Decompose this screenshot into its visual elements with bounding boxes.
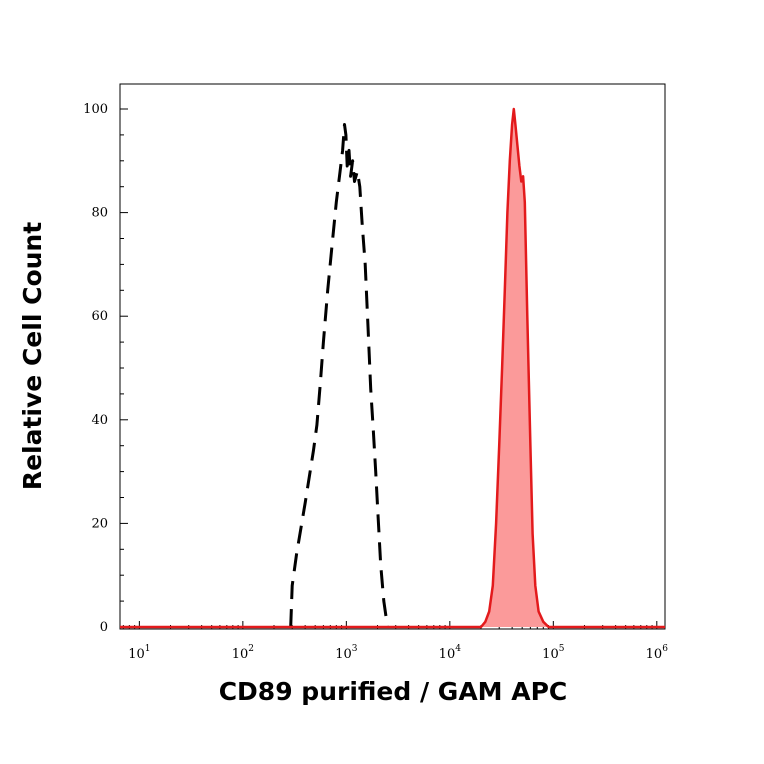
x-tick-label: 103 [335,644,358,662]
plot-frame [119,83,666,630]
x-tick-label: 102 [232,644,254,662]
y-tick-label: 0 [100,620,108,635]
x-tick-label: 106 [646,644,669,662]
y-tick-label: 60 [91,309,108,324]
x-tick-label: 104 [439,644,462,662]
series-2-area [120,109,665,627]
series-layer [120,107,665,629]
series-2-line [120,107,665,629]
x-tick-label: 105 [542,644,565,662]
y-tick-label: 100 [83,102,108,117]
y-axis-title: Relative Cell Count [18,222,47,490]
y-tick-label: 40 [91,413,108,428]
y-tick-label: 80 [91,206,108,221]
tick-labels: 101 102 103 104 105 106 0 20 40 60 80 100 [83,102,668,662]
x-tick-label: 101 [128,644,150,662]
x-axis-title: CD89 purified / GAM APC [219,677,568,706]
y-tick-label: 20 [91,516,108,531]
series-1-line [289,123,389,628]
